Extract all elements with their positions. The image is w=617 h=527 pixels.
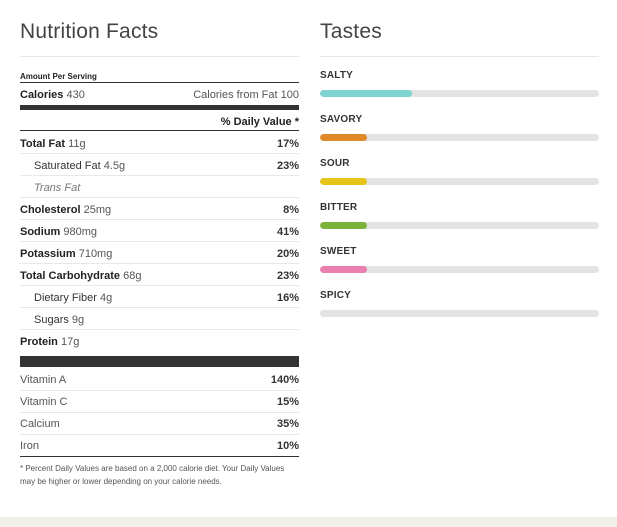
taste-meter [320,222,599,229]
taste-meter [320,266,599,273]
divider [20,285,299,286]
thick-divider [20,356,299,367]
thick-divider [20,105,299,110]
calories-from-fat-label: Calories from Fat [193,89,278,101]
taste-meter [320,178,599,185]
divider [20,130,299,131]
divider [20,434,299,435]
tastes-title: Tastes [320,20,382,43]
divider [20,241,299,242]
divider [20,329,299,330]
taste-meter-fill [320,134,368,141]
taste-meter [320,310,599,317]
divider [20,390,299,391]
divider [20,456,299,457]
taste-meter [320,134,599,141]
taste-meter-fill [320,266,368,273]
calories-label: Calories [20,89,64,101]
divider [20,219,299,220]
divider [20,153,299,154]
calories-value: 430 [66,89,85,101]
calories-from-fat-value: 100 [280,89,299,101]
divider [20,412,299,413]
taste-meter-fill [320,90,413,97]
taste-meter-fill [320,222,368,229]
taste-meter-fill [320,178,368,185]
divider [20,197,299,198]
divider [20,263,299,264]
divider [20,82,299,83]
daily-value-footnote: * Percent Daily Values are based on a 2,… [20,464,285,486]
footer-band [0,517,617,527]
divider [20,175,299,176]
title-divider [20,56,299,57]
taste-meter [320,90,599,97]
title-divider [320,56,599,57]
nutrition-title: Nutrition Facts [20,20,159,43]
divider [20,307,299,308]
